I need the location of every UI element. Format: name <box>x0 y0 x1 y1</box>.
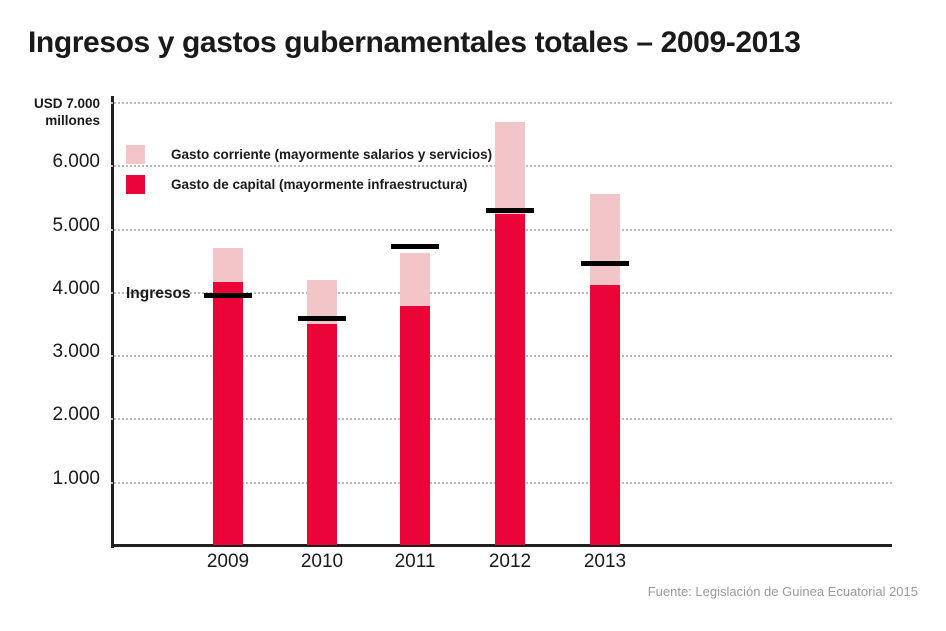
legend-swatch-capital <box>126 174 145 194</box>
revenue-annotation-label: Ingresos <box>126 285 191 302</box>
x-axis-tick-label-2012: 2012 <box>488 551 532 572</box>
revenue-marker-2011 <box>391 244 439 250</box>
legend-swatch-current <box>126 144 145 164</box>
y-axis-tick-label: 1.000 <box>52 467 100 489</box>
bar-segment-capital-2013[interactable] <box>590 284 620 545</box>
bar-group-2011[interactable] <box>400 252 430 545</box>
x-axis-line <box>111 544 892 547</box>
y-axis-tick-label: 2.000 <box>52 404 100 426</box>
source-note: Fuente: Legislación de Guinea Ecuatorial… <box>647 584 918 599</box>
revenue-marker-2012 <box>486 208 534 214</box>
x-axis-tick-label-2010: 2010 <box>300 551 344 572</box>
legend-label-capital: Gasto de capital (mayormente infraestruc… <box>171 176 468 192</box>
bar-group-2012[interactable] <box>495 121 525 545</box>
y-axis-tick-label: 6.000 <box>52 151 100 173</box>
x-axis-tick-label-2013: 2013 <box>583 551 627 572</box>
y-axis-tick-label: 3.000 <box>52 341 100 363</box>
bar-group-2013[interactable] <box>590 193 620 545</box>
revenue-marker-2013 <box>581 260 629 266</box>
y-axis-unit-line1: USD 7.000 <box>33 96 100 111</box>
legend-item-current[interactable]: Gasto corriente (mayormente salarios y s… <box>126 139 492 169</box>
legend-label-current: Gasto corriente (mayormente salarios y s… <box>171 146 493 162</box>
y-axis-unit-line2: millones <box>45 112 100 128</box>
y-axis-line <box>111 96 114 548</box>
bar-group-2010[interactable] <box>307 279 337 545</box>
legend: Gasto corriente (mayormente salarios y s… <box>126 139 492 199</box>
bar-segment-capital-2010[interactable] <box>307 323 337 545</box>
gridline <box>111 102 892 104</box>
revenue-marker-2010 <box>298 316 346 322</box>
plot-area <box>111 96 892 545</box>
x-axis-tick-label-2009: 2009 <box>206 551 250 572</box>
x-axis-tick-label-2011: 2011 <box>394 551 436 572</box>
bar-segment-capital-2012[interactable] <box>495 214 525 545</box>
bar-segment-capital-2009[interactable] <box>213 282 243 545</box>
page-title: Ingresos y gastos gubernamentales totale… <box>28 26 801 59</box>
y-axis-tick-label: 4.000 <box>52 277 100 299</box>
revenue-marker-2009 <box>204 293 252 299</box>
bar-segment-capital-2011[interactable] <box>400 305 430 545</box>
y-axis-tick-label: 5.000 <box>52 214 100 236</box>
legend-item-capital[interactable]: Gasto de capital (mayormente infraestruc… <box>126 169 492 199</box>
y-axis-tick-label: USD 7.000 millones <box>0 96 100 130</box>
